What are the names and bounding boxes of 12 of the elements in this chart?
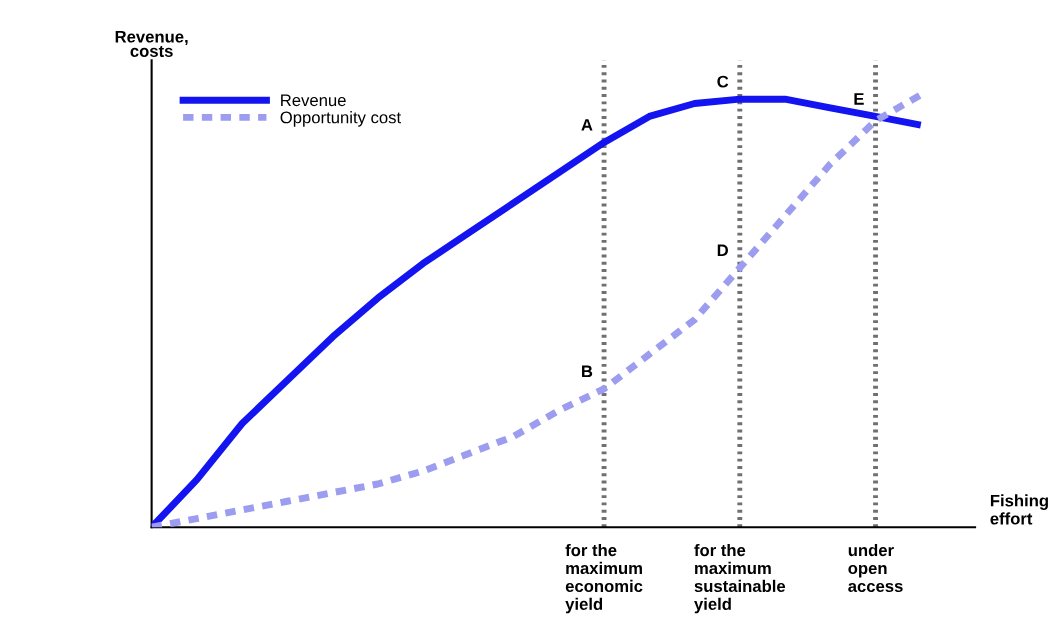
y-axis-title: Revenue, costs: [115, 30, 188, 57]
x-tick-label: for the maximum sustainable yield: [694, 543, 786, 614]
annotation: E: [854, 93, 864, 105]
annotation: D: [717, 244, 728, 256]
annotation: C: [717, 75, 729, 88]
annotation: B: [582, 365, 593, 378]
x-tick-label: for the maximum economic yield: [565, 543, 643, 614]
annotation: A: [581, 119, 593, 131]
legend-label: Opportunity cost: [280, 111, 401, 127]
x-tick-label: under open access: [848, 543, 903, 593]
x-axis-title: Fishing effort: [990, 494, 1048, 525]
legend-label: Revenue: [281, 94, 346, 107]
